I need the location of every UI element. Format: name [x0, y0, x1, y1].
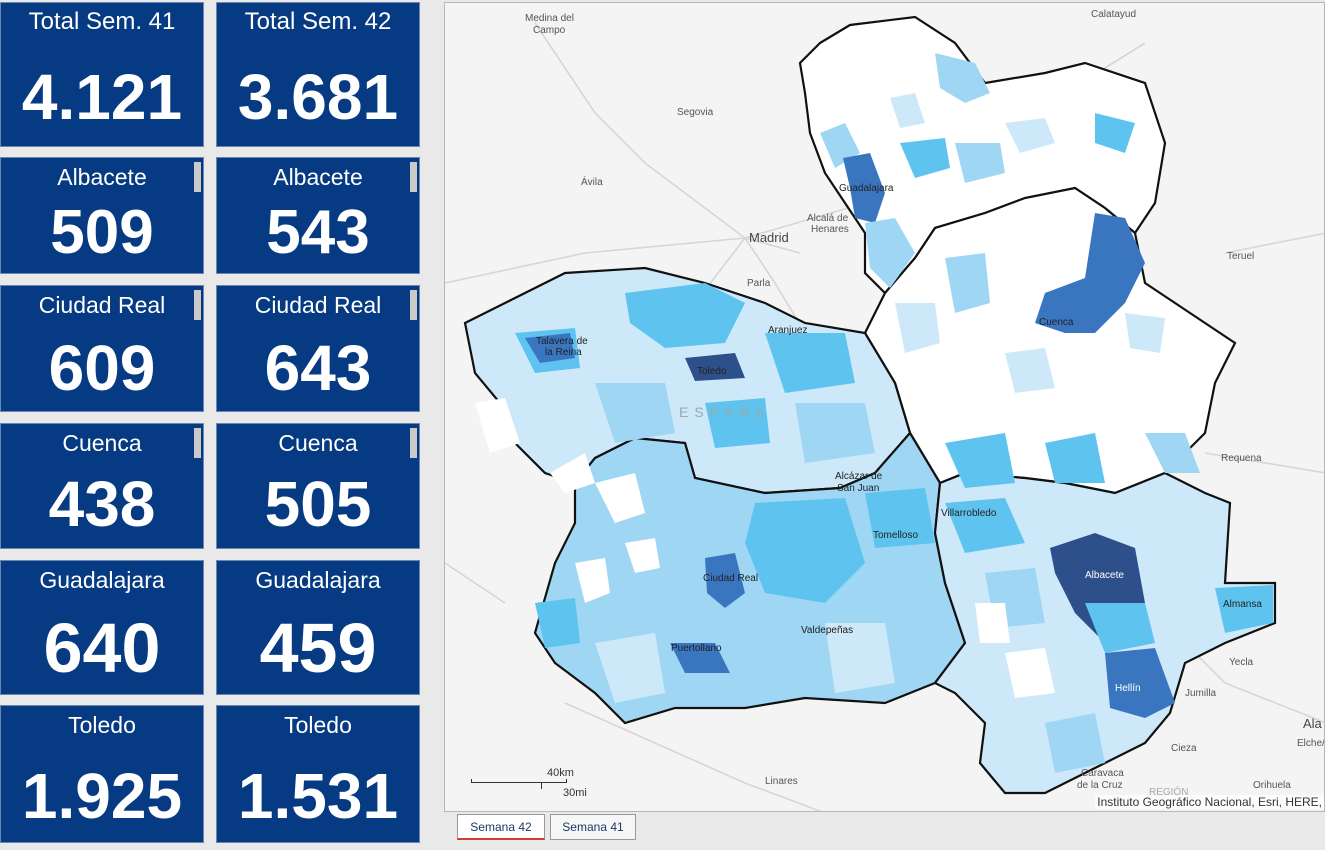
label-caravaca-1: Caravaca [1081, 768, 1124, 779]
label-aranjuez: Aranjuez [768, 325, 807, 336]
card-value: 438 [48, 468, 156, 540]
card-ciudad-real-sem-41: Ciudad Real 609 [0, 285, 204, 412]
label-guadalajara: Guadalajara [839, 183, 894, 194]
card-value: 3.681 [237, 61, 399, 133]
card-label: Guadalajara [255, 567, 381, 593]
label-caravaca-2: de la Cruz [1077, 780, 1123, 791]
card-scrollbar[interactable] [410, 428, 417, 458]
card-guadalajara-sem-42: Guadalajara 459 [216, 560, 420, 695]
label-cieza: Cieza [1171, 743, 1197, 754]
card-label: Cuenca [278, 430, 358, 456]
card-ciudad-real-sem-42: Ciudad Real 643 [216, 285, 420, 412]
label-talavera-2: la Reina [545, 347, 582, 358]
card-toledo-sem-41: Toledo 1.925 [0, 705, 204, 843]
scale-km: 40km [547, 767, 574, 779]
card-label: Ciudad Real [38, 292, 166, 318]
label-teruel: Teruel [1227, 251, 1254, 262]
label-orihuela: Orihuela [1253, 780, 1291, 791]
card-value: 505 [264, 468, 372, 540]
card-label: Total Sem. 42 [244, 8, 392, 35]
card-scrollbar[interactable] [194, 290, 201, 320]
label-valdepenas: Valdepeñas [801, 625, 853, 636]
card-scrollbar[interactable] [194, 162, 201, 192]
card-value: 643 [264, 332, 372, 404]
card-albacete-sem-42: Albacete 543 [216, 157, 420, 274]
card-value: 640 [43, 609, 161, 687]
label-hellin: Hellín [1115, 683, 1141, 694]
card-label: Toledo [68, 712, 136, 738]
card-label: Ciudad Real [254, 292, 382, 318]
label-alcazar-2: San Juan [837, 483, 879, 494]
label-elche: Elche/ [1297, 738, 1325, 749]
map-view[interactable]: Medina del Campo Calatayud Segovia Ávila… [444, 2, 1325, 812]
label-espana: ESPAÑA [679, 404, 771, 420]
label-alcala-2: Henares [811, 224, 849, 235]
scale-line [471, 779, 567, 783]
card-value: 543 [266, 198, 370, 267]
label-parla: Parla [747, 278, 771, 289]
road-network [445, 22, 1324, 811]
card-guadalajara-sem-41: Guadalajara 640 [0, 560, 204, 695]
label-villarrobledo: Villarrobledo [941, 508, 997, 519]
card-scrollbar[interactable] [410, 162, 417, 192]
label-yecla: Yecla [1229, 657, 1254, 668]
card-value: 609 [48, 332, 156, 404]
card-total-sem-41: Total Sem. 41 4.121 [0, 2, 204, 147]
label-alcala-1: Alcalá de [807, 213, 849, 224]
card-value: 1.531 [237, 760, 399, 832]
card-label: Guadalajara [39, 567, 165, 593]
label-linares: Linares [765, 776, 798, 787]
scale-tick [541, 783, 542, 789]
label-almansa: Almansa [1223, 599, 1262, 610]
card-label: Total Sem. 41 [28, 8, 176, 35]
label-talavera-1: Talavera de [536, 336, 588, 347]
label-region: REGIÓN [1149, 785, 1188, 798]
label-medina-2: Campo [533, 25, 566, 36]
card-value: 459 [259, 609, 377, 687]
card-albacete-sem-41: Albacete 509 [0, 157, 204, 274]
scale-bar: 40km 30mi [471, 767, 587, 803]
label-tomelloso: Tomelloso [873, 530, 918, 541]
card-cuenca-sem-42: Cuenca 505 [216, 423, 420, 549]
card-total-sem-42: Total Sem. 42 3.681 [216, 2, 420, 147]
card-value: 509 [50, 198, 154, 267]
label-puertollano: Puertollano [671, 643, 722, 654]
label-requena: Requena [1221, 453, 1262, 464]
tab-semana-42[interactable]: Semana 42 [457, 814, 545, 840]
label-ciudad-real: Ciudad Real [703, 573, 758, 584]
scale-mi: 30mi [563, 787, 587, 799]
label-avila: Ávila [581, 175, 603, 188]
map-attribution: Instituto Geográfico Nacional, Esri, HER… [1095, 795, 1324, 809]
place-labels: Medina del Campo Calatayud Segovia Ávila… [525, 9, 1325, 798]
label-albacete: Albacete [1085, 570, 1124, 581]
card-label: Albacete [273, 164, 363, 190]
label-jumilla: Jumilla [1185, 688, 1217, 699]
card-scrollbar[interactable] [410, 290, 417, 320]
label-toledo: Toledo [697, 366, 727, 377]
municipality-patches [475, 53, 1273, 773]
label-medina-1: Medina del [525, 13, 574, 24]
card-toledo-sem-42: Toledo 1.531 [216, 705, 420, 843]
label-segovia: Segovia [677, 107, 714, 118]
tab-semana-41[interactable]: Semana 41 [550, 814, 636, 840]
label-madrid: Madrid [749, 230, 789, 245]
label-ala: Ala [1303, 716, 1323, 731]
card-value: 4.121 [21, 61, 183, 133]
card-label: Cuenca [62, 430, 142, 456]
card-cuenca-sem-41: Cuenca 438 [0, 423, 204, 549]
card-value: 1.925 [21, 760, 183, 832]
card-scrollbar[interactable] [194, 428, 201, 458]
label-calatayud: Calatayud [1091, 9, 1136, 20]
card-label: Albacete [57, 164, 147, 190]
label-cuenca: Cuenca [1039, 317, 1074, 328]
card-label: Toledo [284, 712, 352, 738]
label-alcazar-1: Alcázar de [835, 471, 883, 482]
choropleth-map[interactable]: Medina del Campo Calatayud Segovia Ávila… [445, 3, 1325, 812]
